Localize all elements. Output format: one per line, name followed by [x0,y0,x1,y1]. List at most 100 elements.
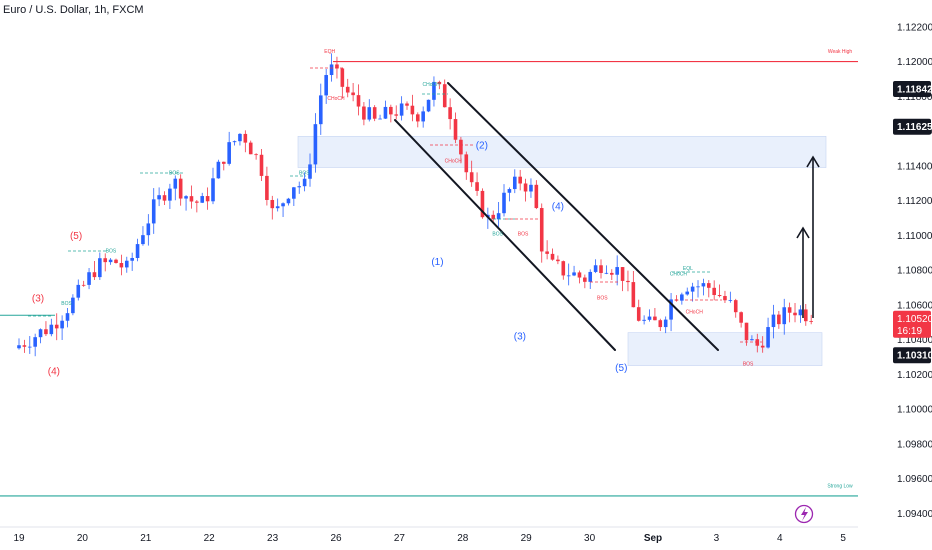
candle[interactable] [545,240,549,260]
candle[interactable] [647,309,652,322]
candle[interactable] [49,318,54,337]
candle[interactable] [636,299,641,322]
candle[interactable] [442,79,447,108]
candle[interactable] [421,106,425,128]
candle[interactable] [302,172,307,192]
candle[interactable] [200,192,205,204]
candle[interactable] [512,169,517,194]
candle[interactable] [599,259,603,279]
candle[interactable] [362,102,366,126]
candle[interactable] [141,226,145,246]
candle[interactable] [696,280,700,298]
candle[interactable] [750,335,754,341]
candle[interactable] [566,263,571,286]
candle[interactable] [798,305,803,323]
candle[interactable] [561,260,566,280]
candle[interactable] [615,255,619,286]
candle[interactable] [281,202,285,217]
candle[interactable] [803,304,808,326]
candle[interactable] [766,317,770,349]
candle[interactable] [437,80,442,90]
candle[interactable] [620,267,625,292]
candle[interactable] [259,148,264,181]
candle[interactable] [399,96,404,121]
candle[interactable] [130,252,134,271]
candle[interactable] [550,248,555,261]
candle[interactable] [297,181,302,194]
candle[interactable] [146,214,151,246]
candle[interactable] [65,308,70,328]
candle[interactable] [33,333,37,357]
candle[interactable] [415,112,420,128]
candle[interactable] [151,188,156,234]
candle[interactable] [92,260,97,281]
candle[interactable] [712,280,716,301]
candle[interactable] [760,336,765,353]
candle[interactable] [394,105,399,120]
candle[interactable] [189,185,194,209]
candle[interactable] [626,270,630,292]
candle[interactable] [469,160,474,187]
candle[interactable] [313,113,318,173]
candle[interactable] [410,94,415,122]
candle[interactable] [351,82,355,102]
candle[interactable] [733,298,738,318]
candle[interactable] [787,302,792,323]
candle[interactable] [38,328,43,344]
candle[interactable] [184,195,188,211]
candle[interactable] [103,253,108,272]
candle[interactable] [475,172,479,196]
candle[interactable] [464,151,469,180]
candle[interactable] [539,203,544,263]
candle[interactable] [71,294,75,316]
candle[interactable] [572,265,576,277]
trend-drawings[interactable] [28,67,820,351]
candle[interactable] [372,105,377,122]
candle[interactable] [238,133,242,146]
candle[interactable] [685,287,690,296]
candle[interactable] [114,258,118,264]
candle[interactable] [329,53,334,82]
candle[interactable] [270,195,275,220]
lightning-icon[interactable] [794,504,814,524]
candle[interactable] [777,310,781,329]
candle[interactable] [669,293,673,332]
candle[interactable] [491,210,496,224]
candle[interactable] [124,256,129,273]
candle[interactable] [529,178,533,198]
candle[interactable] [653,307,657,321]
candle[interactable] [701,278,706,296]
candle[interactable] [459,136,463,164]
candle[interactable] [119,254,124,276]
candle[interactable] [248,140,253,155]
candle[interactable] [135,238,140,262]
candle[interactable] [340,67,345,99]
candlestick-series[interactable] [17,53,813,357]
candle[interactable] [367,99,372,122]
supply-demand-zone[interactable] [297,136,827,168]
candle[interactable] [609,269,614,280]
target-arrow-1[interactable] [796,226,810,318]
channel-lower-line[interactable] [394,119,616,351]
candle[interactable] [583,274,587,289]
candle[interactable] [502,184,506,217]
candle[interactable] [432,76,436,107]
candle[interactable] [453,112,458,144]
candle[interactable] [60,315,64,340]
candle[interactable] [723,290,727,303]
candle[interactable] [642,315,646,325]
candle[interactable] [674,295,679,302]
candle[interactable] [221,161,226,171]
candle[interactable] [534,180,539,210]
candle[interactable] [195,199,199,213]
candle[interactable] [755,333,760,353]
candle[interactable] [680,292,684,305]
candle[interactable] [275,198,280,212]
candle[interactable] [378,114,382,120]
candle[interactable] [658,318,663,332]
candle[interactable] [588,269,593,289]
candle[interactable] [383,100,388,120]
candle[interactable] [81,280,86,287]
candle[interactable] [405,101,409,110]
